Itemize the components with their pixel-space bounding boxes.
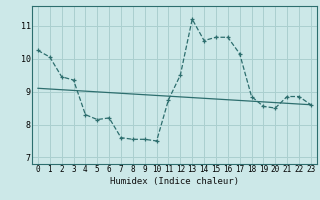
X-axis label: Humidex (Indice chaleur): Humidex (Indice chaleur): [110, 177, 239, 186]
